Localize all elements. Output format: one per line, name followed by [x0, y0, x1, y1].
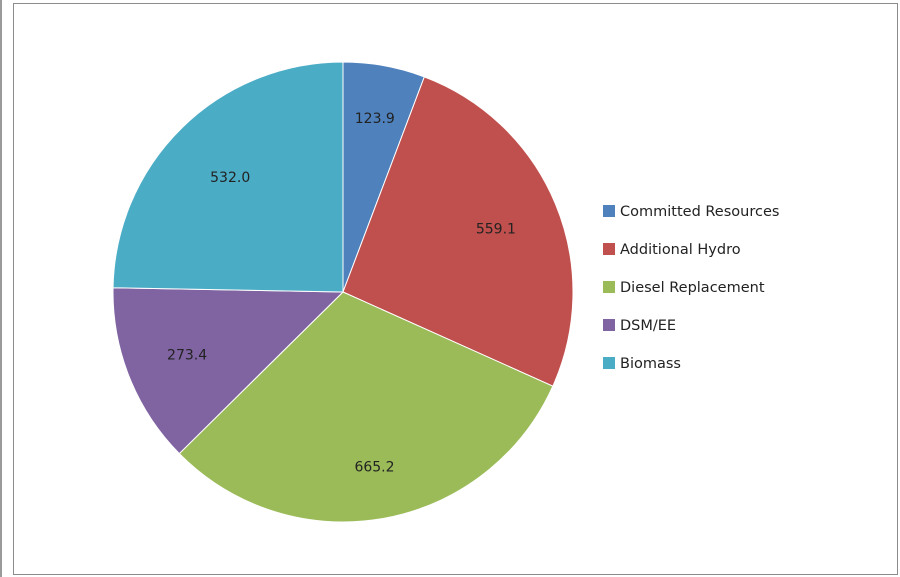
legend: Committed Resources Additional Hydro Diese…: [603, 204, 779, 372]
data-label-biomass: 532.0: [210, 170, 250, 186]
legend-label-dsm-ee: DSM/EE: [620, 318, 676, 334]
pie-slices: [112, 61, 574, 523]
data-label-dsm-ee: 273.4: [167, 347, 207, 363]
legend-label-additional-hydro: Additional Hydro: [620, 242, 741, 258]
legend-swatch-diesel-replacement: [603, 281, 615, 293]
data-label-additional-hydro: 559.1: [476, 222, 516, 238]
legend-label-diesel-replacement: Diesel Replacement: [620, 280, 765, 296]
legend-swatch-committed-resources: [603, 205, 615, 217]
pie-slice-additional-hydro: [342, 76, 574, 387]
pie-slice-diesel-replacement: [178, 291, 554, 523]
data-labels: 123.9 559.1 665.2 273.4 532.0: [167, 111, 516, 475]
chart-area: 123.9 559.1 665.2 273.4 532.0 Committed Reso…: [13, 3, 898, 575]
legend-swatch-dsm-ee: [603, 319, 615, 331]
window-edge: [0, 0, 2, 577]
data-label-committed-resources: 123.9: [355, 111, 395, 127]
pie-slice-biomass: [112, 61, 344, 293]
data-label-diesel-replacement: 665.2: [354, 459, 394, 475]
legend-swatch-biomass: [603, 357, 615, 369]
pie-slice-dsm-ee: [112, 287, 345, 455]
legend-label-committed-resources: Committed Resources: [620, 204, 779, 220]
pie-chart: 123.9 559.1 665.2 273.4 532.0 Committed Reso…: [112, 61, 779, 523]
legend-swatch-additional-hydro: [603, 243, 615, 255]
legend-label-biomass: Biomass: [620, 356, 681, 372]
